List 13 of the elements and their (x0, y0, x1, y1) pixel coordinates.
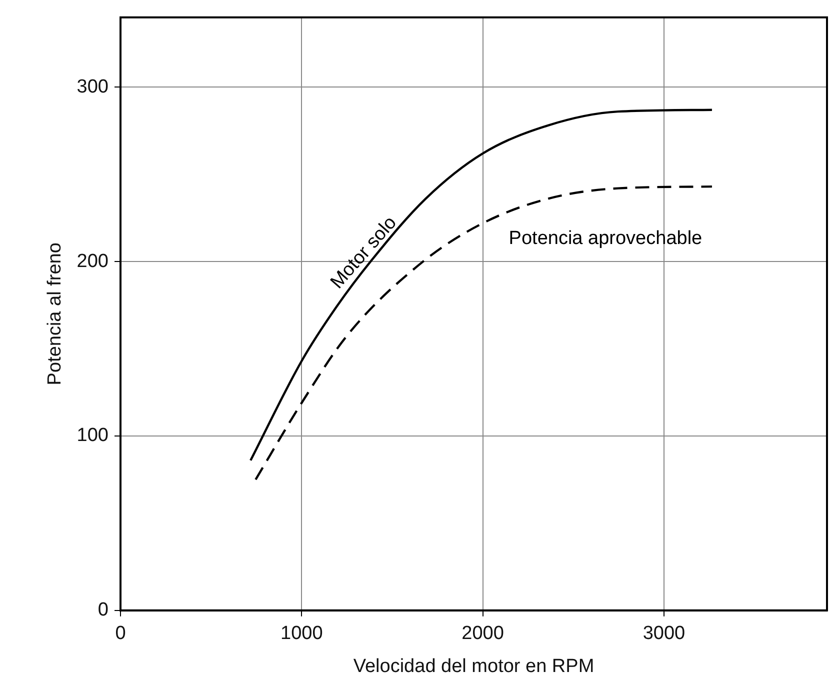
x-tick-label: 3000 (642, 623, 686, 644)
y-tick-label: 0 (98, 600, 108, 621)
y-axis-title: Potencia al freno (44, 242, 66, 386)
y-tick-label: 100 (76, 425, 108, 446)
x-tick-label: 2000 (462, 623, 504, 644)
line-series (249, 108, 714, 462)
y-tick-label: 200 (76, 250, 108, 272)
x-axis-title: Velocidad del motor en RPM (353, 656, 594, 677)
x-tick-label: 0 (115, 623, 126, 644)
y-tick-label: 300 (76, 76, 108, 98)
line-series (254, 185, 714, 481)
x-tick-label: 1000 (280, 623, 323, 644)
series-label: Potencia aprovechable (508, 228, 702, 249)
